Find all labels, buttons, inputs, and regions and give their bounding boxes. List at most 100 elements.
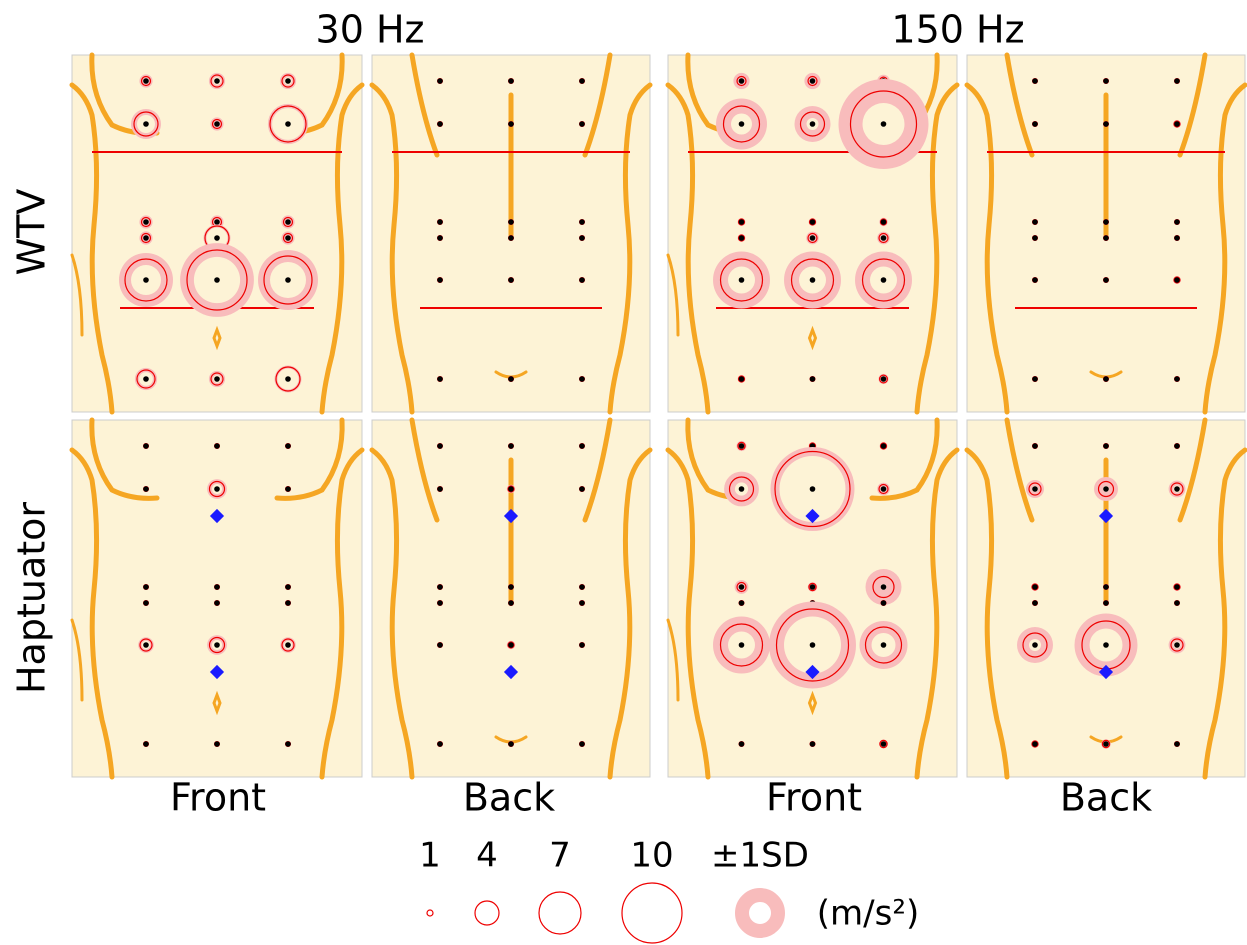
sensor — [508, 219, 514, 225]
sensor — [214, 584, 220, 590]
body-panel — [72, 420, 362, 777]
sensor — [437, 443, 443, 449]
sensor — [579, 443, 585, 449]
sensor — [1174, 376, 1180, 382]
sensor — [1103, 121, 1109, 127]
sensor — [214, 78, 220, 84]
sensor — [739, 486, 745, 492]
figure: 30 Hz 150 Hz WTV Haptuator Front Back Fr… — [0, 0, 1247, 945]
sensor — [285, 600, 291, 606]
sensor — [143, 219, 149, 225]
legend-size-label: 7 — [549, 836, 571, 876]
sensor — [579, 277, 585, 283]
view-label: Front — [170, 776, 266, 820]
body-panel — [72, 55, 362, 412]
sensor — [1032, 235, 1038, 241]
sensor — [437, 741, 443, 747]
sensor — [1174, 235, 1180, 241]
sensor — [810, 486, 816, 492]
body-panel — [967, 420, 1245, 777]
view-label: Front — [766, 776, 862, 820]
sensor — [143, 376, 149, 382]
sensor — [881, 443, 887, 449]
sensor — [1174, 584, 1180, 590]
sensor — [739, 741, 745, 747]
row-title: Haptuator — [10, 502, 54, 694]
sensor — [1103, 600, 1109, 606]
sensor — [508, 486, 514, 492]
panel-background — [72, 420, 362, 777]
sensor — [739, 600, 745, 606]
sensor — [214, 219, 220, 225]
sensor — [739, 584, 745, 590]
sensor — [810, 219, 816, 225]
sensor — [143, 486, 149, 492]
sensor — [285, 78, 291, 84]
sensor — [739, 78, 745, 84]
sensor — [1103, 78, 1109, 84]
legend-unit: (m/s²) — [817, 894, 919, 934]
sensor — [1032, 642, 1038, 648]
sensor — [143, 121, 149, 127]
sensor — [1174, 642, 1180, 648]
sensor — [214, 235, 220, 241]
sensor — [881, 600, 887, 606]
sensor — [214, 486, 220, 492]
sensor — [508, 642, 514, 648]
legend-circle — [475, 901, 499, 925]
legend-size-label: 4 — [476, 836, 498, 876]
sensor — [1103, 443, 1109, 449]
body-panel — [668, 55, 957, 412]
sensor — [1103, 584, 1109, 590]
sensor — [1032, 486, 1038, 492]
sensor — [1174, 121, 1180, 127]
sensor — [579, 219, 585, 225]
column-title: 150 Hz — [891, 8, 1024, 52]
sensor — [1103, 642, 1109, 648]
sensor — [1174, 600, 1180, 606]
sensor — [579, 376, 585, 382]
sensor — [508, 741, 514, 747]
sensor — [810, 78, 816, 84]
sensor — [810, 584, 816, 590]
sensor — [881, 121, 887, 127]
sensor — [579, 600, 585, 606]
sensor — [143, 78, 149, 84]
sensor — [437, 121, 443, 127]
sensor — [437, 219, 443, 225]
sensor — [881, 741, 887, 747]
sensor — [143, 642, 149, 648]
sensor — [810, 642, 816, 648]
sensor — [508, 277, 514, 283]
sensor — [579, 121, 585, 127]
sensor — [214, 376, 220, 382]
sensor — [810, 277, 816, 283]
sensor — [1174, 486, 1180, 492]
row-title: WTV — [10, 189, 54, 276]
sensor — [810, 376, 816, 382]
sensor — [143, 600, 149, 606]
legend-sd-label: ±1SD — [711, 836, 809, 876]
legend-circle — [427, 910, 433, 916]
sensor — [881, 277, 887, 283]
sensor — [1032, 277, 1038, 283]
sensor — [285, 235, 291, 241]
sensor — [1174, 78, 1180, 84]
sensor — [508, 235, 514, 241]
sensor — [1103, 277, 1109, 283]
sensor — [214, 642, 220, 648]
sensor — [1103, 376, 1109, 382]
sensor — [1174, 741, 1180, 747]
sensor — [1032, 121, 1038, 127]
sensor — [1032, 78, 1038, 84]
sensor — [881, 219, 887, 225]
sensor — [143, 741, 149, 747]
sensor — [810, 121, 816, 127]
sensor — [508, 121, 514, 127]
body-panel — [372, 55, 650, 412]
sensor — [739, 121, 745, 127]
view-label: Back — [463, 776, 555, 820]
sensor — [579, 741, 585, 747]
sensor — [1032, 584, 1038, 590]
sensor — [579, 642, 585, 648]
